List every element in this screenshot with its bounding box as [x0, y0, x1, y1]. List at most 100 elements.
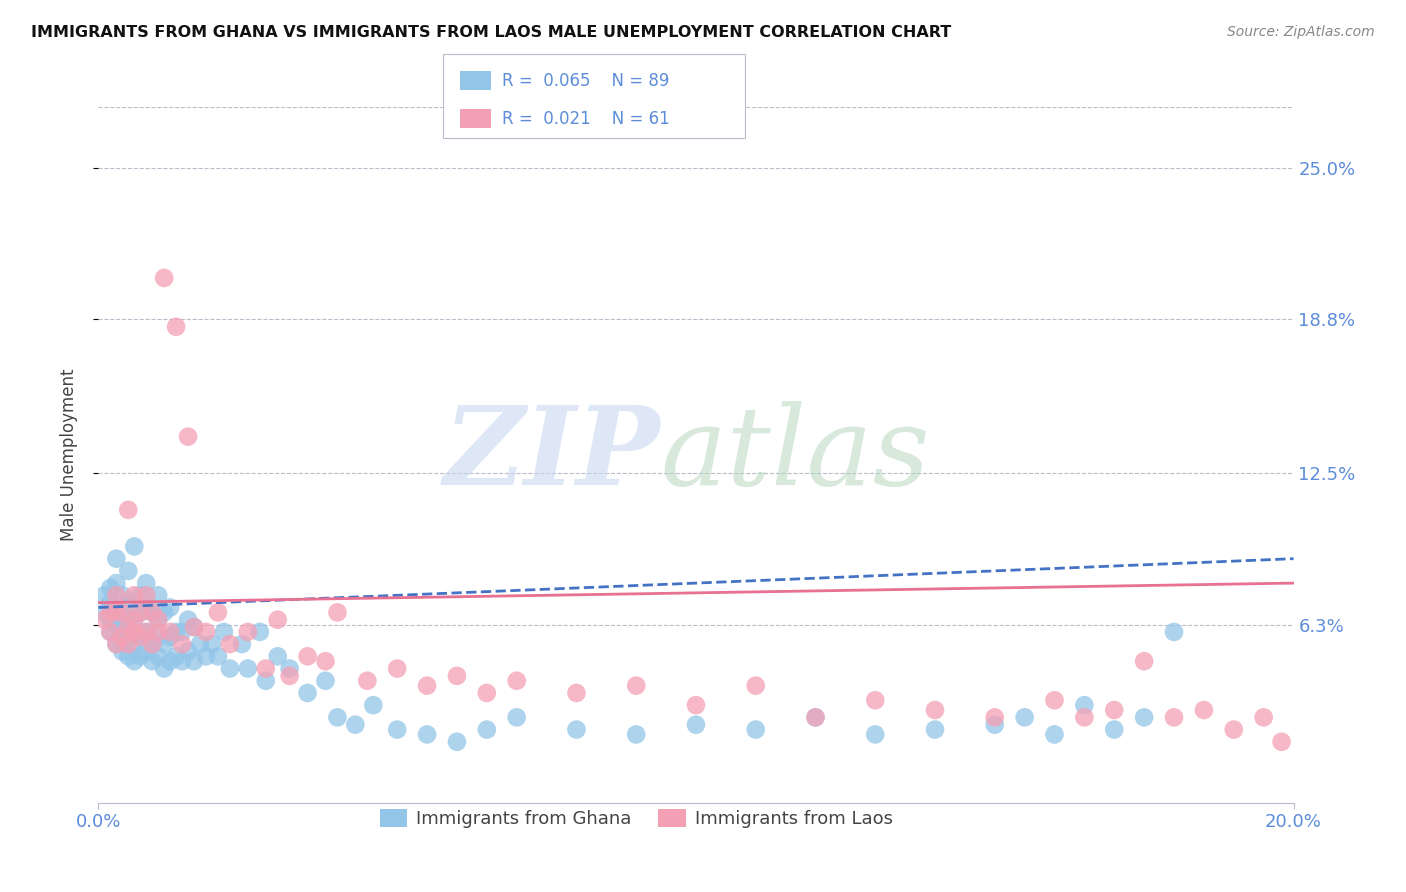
- Y-axis label: Male Unemployment: Male Unemployment: [59, 368, 77, 541]
- Point: [93, 606, 115, 620]
- Point: [278, 661, 301, 675]
- Text: R =  0.021    N = 61: R = 0.021 N = 61: [502, 110, 669, 128]
- Point: [159, 654, 181, 668]
- Point: [207, 606, 229, 620]
- Point: [105, 551, 128, 566]
- Point: [105, 588, 128, 602]
- Point: [254, 661, 277, 675]
- Point: [135, 644, 157, 658]
- Point: [148, 588, 170, 602]
- Text: Source: ZipAtlas.com: Source: ZipAtlas.com: [1227, 25, 1375, 39]
- Point: [172, 624, 194, 639]
- Point: [1133, 654, 1156, 668]
- Point: [105, 576, 128, 591]
- Point: [326, 710, 349, 724]
- Point: [177, 644, 200, 658]
- Point: [93, 588, 115, 602]
- Point: [165, 624, 187, 639]
- Point: [475, 686, 498, 700]
- Point: [141, 654, 163, 668]
- Point: [117, 637, 139, 651]
- Point: [93, 613, 115, 627]
- Point: [117, 564, 139, 578]
- Point: [117, 649, 139, 664]
- Point: [804, 710, 827, 724]
- Point: [129, 630, 152, 644]
- Point: [446, 735, 468, 749]
- Point: [315, 654, 337, 668]
- Point: [385, 661, 409, 675]
- Point: [1271, 735, 1294, 749]
- Point: [148, 613, 170, 627]
- Point: [626, 679, 648, 693]
- Point: [135, 588, 157, 602]
- Point: [565, 723, 588, 737]
- Point: [111, 613, 134, 627]
- Point: [219, 661, 242, 675]
- Point: [105, 617, 128, 632]
- Point: [326, 606, 349, 620]
- Point: [98, 606, 122, 620]
- Point: [984, 717, 1007, 731]
- Point: [1043, 693, 1066, 707]
- Point: [475, 723, 498, 737]
- Point: [105, 637, 128, 651]
- Point: [135, 624, 157, 639]
- Point: [745, 723, 768, 737]
- Point: [231, 637, 253, 651]
- Point: [165, 319, 187, 334]
- Point: [195, 624, 218, 639]
- Point: [165, 649, 187, 664]
- Point: [153, 637, 176, 651]
- Point: [141, 606, 163, 620]
- Point: [315, 673, 337, 688]
- Point: [201, 637, 224, 651]
- Point: [129, 606, 152, 620]
- Point: [159, 630, 181, 644]
- Point: [153, 271, 176, 285]
- Point: [135, 600, 157, 615]
- Point: [865, 693, 887, 707]
- Point: [745, 679, 768, 693]
- Point: [416, 727, 439, 741]
- Point: [105, 606, 128, 620]
- Point: [117, 630, 139, 644]
- Point: [363, 698, 385, 713]
- Point: [685, 698, 707, 713]
- Point: [212, 624, 235, 639]
- Point: [267, 649, 290, 664]
- Point: [626, 727, 648, 741]
- Point: [416, 679, 439, 693]
- Point: [219, 637, 242, 651]
- Text: ZIP: ZIP: [443, 401, 661, 508]
- Point: [141, 606, 163, 620]
- Point: [124, 613, 146, 627]
- Point: [236, 624, 259, 639]
- Point: [148, 613, 170, 627]
- Point: [1163, 624, 1185, 639]
- Point: [254, 673, 277, 688]
- Point: [129, 649, 152, 664]
- Point: [1253, 710, 1275, 724]
- Point: [188, 637, 211, 651]
- Point: [129, 606, 152, 620]
- Point: [356, 673, 378, 688]
- Text: atlas: atlas: [661, 401, 929, 508]
- Point: [385, 723, 409, 737]
- Point: [153, 606, 176, 620]
- Point: [117, 596, 139, 610]
- Point: [159, 624, 181, 639]
- Point: [177, 613, 200, 627]
- Point: [148, 649, 170, 664]
- Point: [249, 624, 271, 639]
- Point: [1133, 710, 1156, 724]
- Point: [183, 620, 205, 634]
- Point: [1163, 710, 1185, 724]
- Point: [124, 637, 146, 651]
- Point: [148, 630, 170, 644]
- Point: [129, 588, 152, 602]
- Point: [98, 624, 122, 639]
- Point: [129, 630, 152, 644]
- Point: [565, 686, 588, 700]
- Point: [446, 669, 468, 683]
